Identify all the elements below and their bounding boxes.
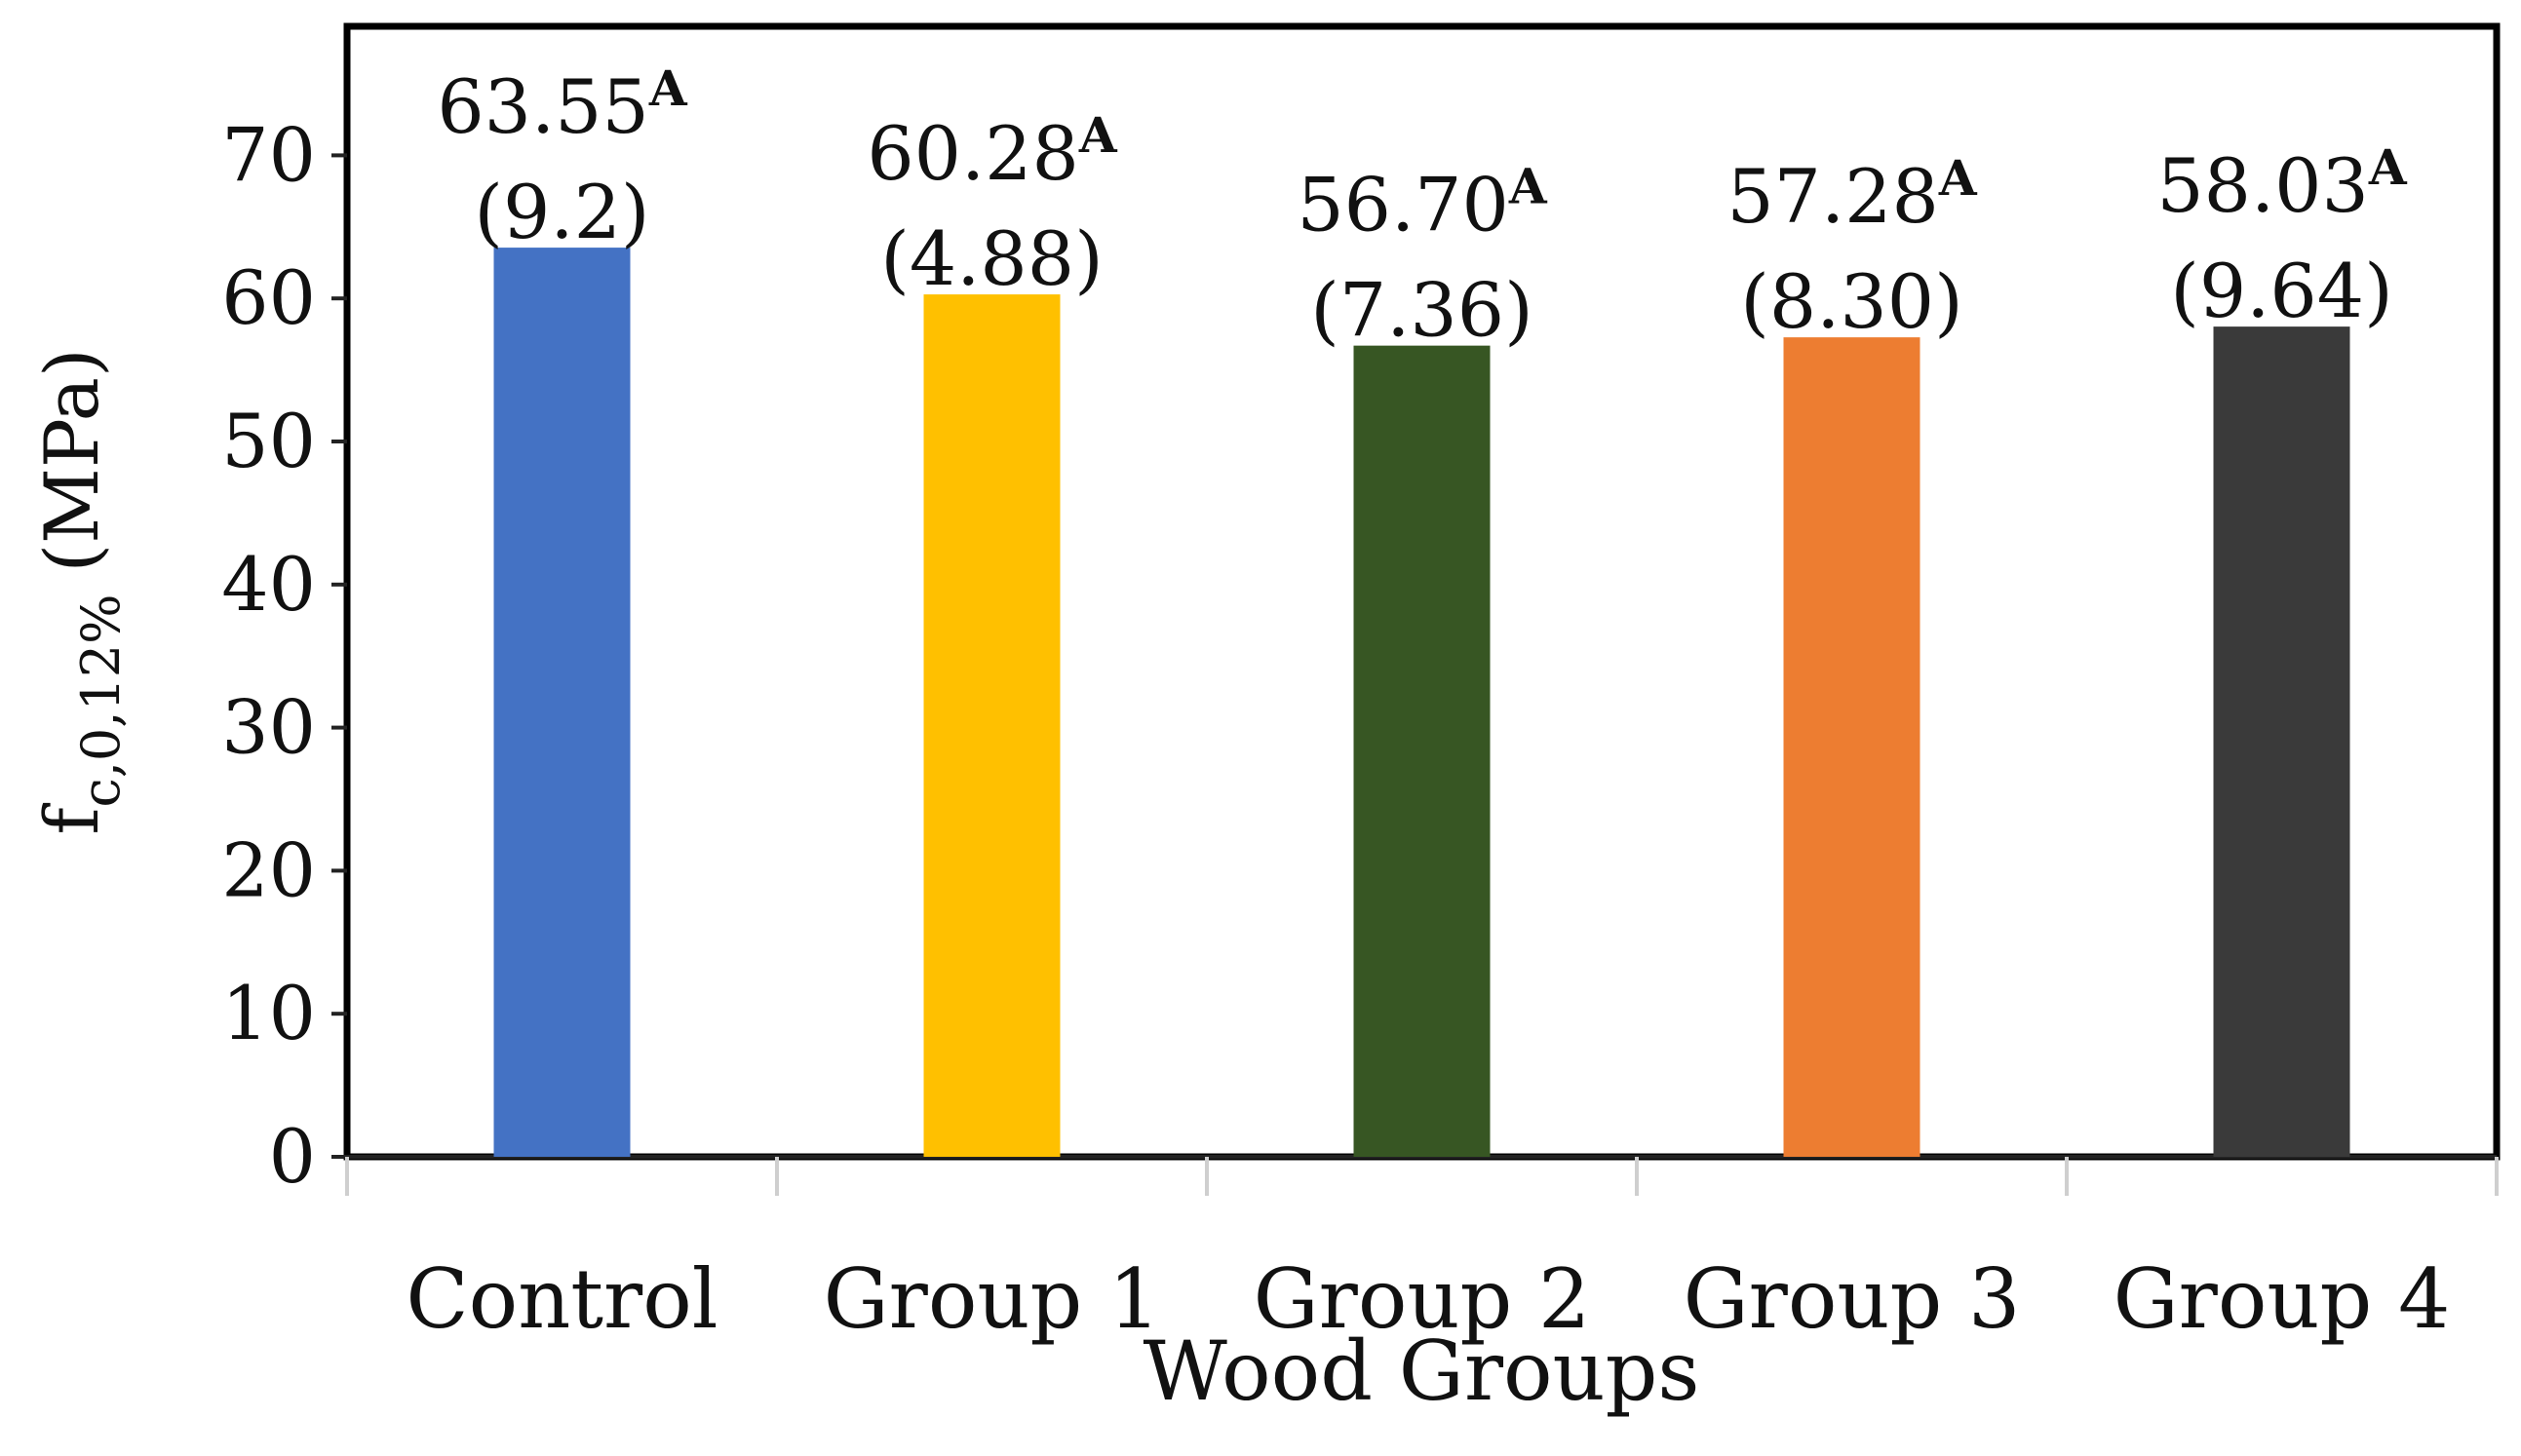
- bar: [493, 248, 631, 1157]
- y-axis-title: fc,0,12% (MPa): [28, 348, 132, 834]
- bar: [923, 294, 1061, 1157]
- y-tick-label: 60: [221, 254, 316, 341]
- significance-letter: A: [1938, 149, 1978, 207]
- x-axis-title: Wood Groups: [1143, 1323, 1699, 1419]
- bar: [1783, 337, 1920, 1157]
- value-label: 58.03A: [2156, 138, 2408, 229]
- value-number: 56.70: [1297, 162, 1509, 249]
- category-label: Group 3: [1684, 1251, 2021, 1347]
- significance-letter: A: [1078, 106, 1118, 164]
- value-number: 63.55: [437, 63, 649, 150]
- significance-letter: A: [2368, 138, 2408, 196]
- y-tick-label: 70: [221, 111, 316, 198]
- y-tick-label: 50: [221, 398, 316, 484]
- cv-label: (8.30): [1740, 258, 1963, 345]
- significance-letter: A: [1508, 158, 1548, 215]
- value-label: 63.55A: [437, 59, 688, 150]
- category-label: Control: [406, 1251, 718, 1347]
- y-tick-label: 0: [269, 1113, 316, 1200]
- category-label: Group 2: [1254, 1251, 1591, 1347]
- value-number: 58.03: [2156, 142, 2369, 229]
- y-axis-title-unit: (MPa): [28, 348, 115, 572]
- y-axis-title-subscript: c,0,12%: [70, 594, 132, 808]
- bar: [2213, 326, 2350, 1157]
- significance-letter: A: [648, 59, 688, 117]
- cv-label: (4.88): [880, 215, 1104, 302]
- value-number: 57.28: [1726, 153, 1939, 240]
- bar-series: [493, 248, 2350, 1157]
- cv-label: (9.64): [2170, 248, 2393, 334]
- value-label: 56.70A: [1297, 158, 1548, 249]
- y-tick-label: 40: [221, 541, 316, 628]
- y-tick-label: 10: [221, 970, 316, 1056]
- data-labels: 63.55A(9.2)60.28A(4.88)56.70A(7.36)57.28…: [437, 59, 2408, 354]
- bar: [1353, 345, 1491, 1157]
- category-label: Group 1: [824, 1251, 1161, 1347]
- category-labels: Control Group 1 Group 2 Group 3 Group 4: [406, 1251, 2450, 1347]
- value-label: 60.28A: [867, 106, 1118, 197]
- y-axis: 0 10 20 30 40 50 60 70: [221, 111, 347, 1200]
- cv-label: (7.36): [1310, 267, 1533, 354]
- category-label: Group 4: [2114, 1251, 2451, 1347]
- value-number: 60.28: [867, 110, 1079, 197]
- value-label: 57.28A: [1726, 149, 1978, 240]
- y-tick-label: 30: [221, 684, 316, 771]
- y-axis-title-main: f: [28, 803, 115, 835]
- y-tick-label: 20: [221, 826, 316, 913]
- x-axis: [345, 1157, 2499, 1196]
- cv-label: (9.2): [474, 169, 649, 255]
